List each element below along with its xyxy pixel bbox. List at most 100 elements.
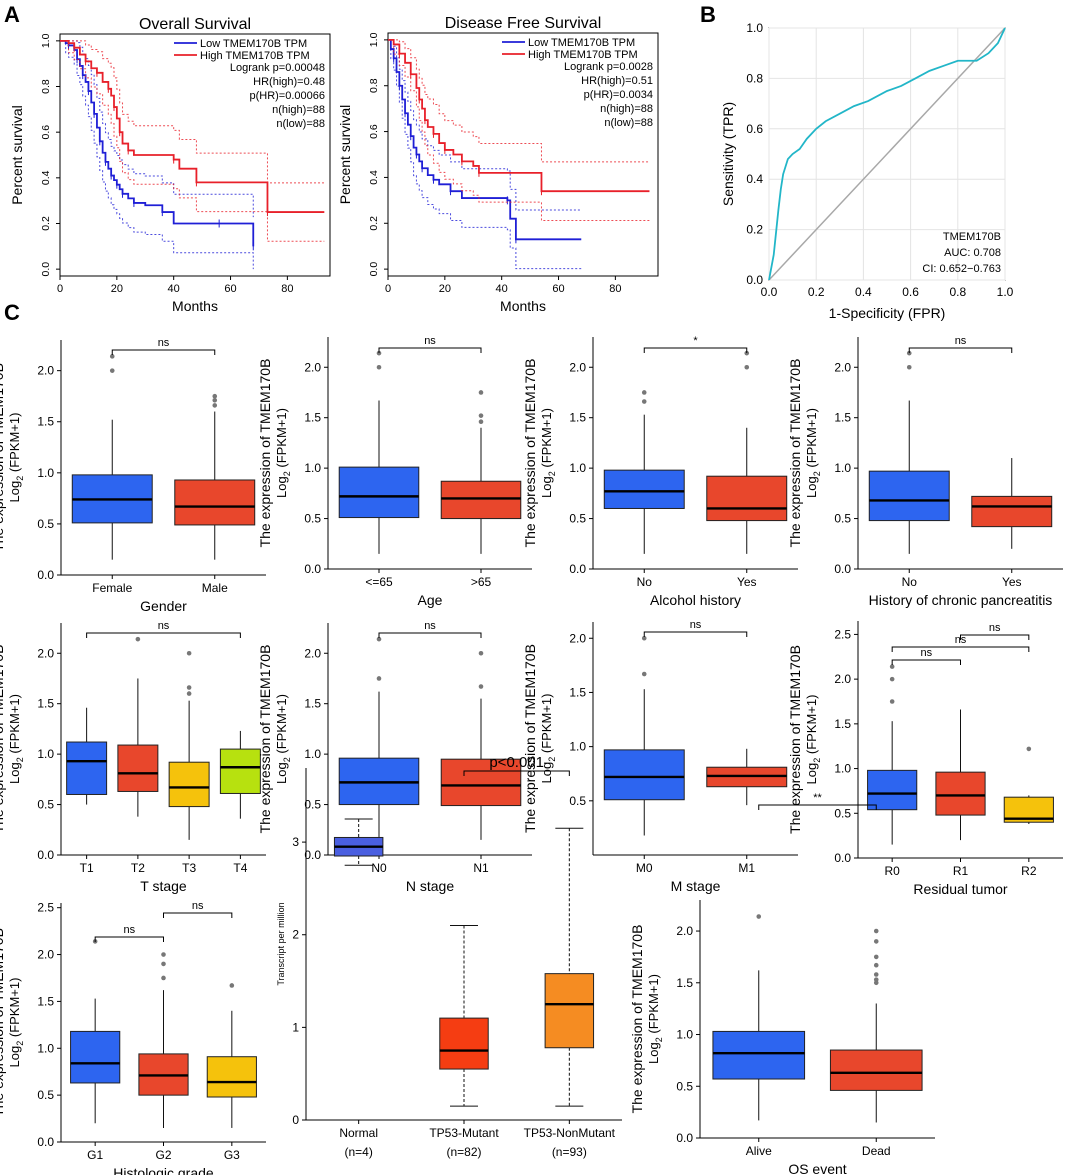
box-3 <box>219 748 261 794</box>
box-1 <box>117 744 159 792</box>
y-tick-label: 1.0 <box>834 461 851 475</box>
y-axis-label: The expression of TMEM170B <box>629 925 645 1114</box>
box-1 <box>971 495 1053 528</box>
legend-entry: High TMEM170B TPM <box>528 49 638 61</box>
survival-curve-high <box>388 38 650 193</box>
x-tick-label: 20 <box>439 283 451 295</box>
stat-annotation: n(low)=88 <box>276 118 325 130</box>
outlier-point <box>906 350 912 356</box>
outlier-point <box>744 364 750 370</box>
y-tick-label: 1.0 <box>569 461 586 475</box>
panel-letter-a: A <box>4 2 20 27</box>
y-tick-label: 2.0 <box>37 948 54 962</box>
box-2 <box>168 761 210 808</box>
km-chart-1: Disease Free Survival 0 20 40 60 80 0.0 0.2 0.4 0… <box>337 15 659 314</box>
x-tick-label: No <box>637 575 653 589</box>
y-tick-label: 1.0 <box>37 747 54 761</box>
log-text: Log <box>274 476 289 498</box>
y-tick-label: 1.0 <box>37 1041 54 1055</box>
y-tick-label: 0.0 <box>304 848 321 862</box>
x-tick-label: Male <box>202 581 228 595</box>
outlier-point <box>109 368 115 373</box>
x-axis-label: Gender <box>140 598 187 614</box>
outlier-point <box>478 419 484 425</box>
fpkm-text: (FPKM+1) <box>539 694 554 757</box>
confidence-band-low <box>60 40 254 270</box>
outlier-point <box>889 676 895 682</box>
box-0 <box>603 469 685 509</box>
x-axis-label: Months <box>172 298 218 314</box>
stat-annotation: HR(high)=0.48 <box>253 76 325 88</box>
box-1 <box>440 480 522 520</box>
box-1 <box>935 771 986 816</box>
outlier-point <box>186 650 192 656</box>
y-tick-label: 0.0 <box>569 562 586 576</box>
x-axis-label: OS event <box>788 1161 846 1175</box>
outlier-point <box>873 972 879 977</box>
y-tick-label: 0.5 <box>569 794 586 808</box>
y-tick-label: 0.4 <box>40 170 52 185</box>
x-tick-label: No <box>902 575 918 589</box>
log-text: Log <box>539 476 554 498</box>
outlier-point <box>744 350 750 356</box>
significance-label: ns <box>921 647 933 659</box>
x-tick-label: 0.8 <box>949 285 966 299</box>
fpkm-text: (FPKM+1) <box>274 694 289 757</box>
y-tick-label: 0.5 <box>304 798 321 812</box>
x-tick-label: 0.2 <box>808 285 825 299</box>
y-tick-label: 2.0 <box>37 646 54 660</box>
significance-bracket <box>378 347 482 353</box>
x-tick-label: 40 <box>168 283 180 295</box>
y-axis-sublabel: Log2 (FPKM+1) <box>539 694 557 784</box>
y-tick-label: 1.5 <box>37 994 54 1008</box>
confidence-band-high <box>388 39 650 222</box>
y-tick-label: 1.0 <box>37 466 54 480</box>
x-tick-label: 80 <box>281 283 293 295</box>
confidence-band-low <box>388 39 582 211</box>
fpkm-text: (FPKM+1) <box>804 408 819 471</box>
y-axis-label: The expression of TMEM170B <box>522 644 538 833</box>
y-tick-label: 0.6 <box>368 124 380 139</box>
y-tick-label: 2.0 <box>37 364 54 378</box>
y-tick-label: 0.2 <box>746 223 763 237</box>
box-0 <box>66 741 108 795</box>
x-axis-label: History of chronic pancreatitis <box>869 592 1053 608</box>
x-axis-label: Age <box>418 592 443 608</box>
log-text: Log <box>539 762 554 784</box>
y-axis-label: The expression of TMEM170B <box>0 363 6 552</box>
significance-label: ns <box>124 924 136 936</box>
confidence-band-high <box>60 40 325 242</box>
x-axis-label: Months <box>500 298 546 314</box>
y-tick-label: 1.0 <box>569 740 586 754</box>
y-tick-label: 3 <box>292 835 299 849</box>
y-axis-sublabel: Log2 (FPKM+1) <box>804 695 822 785</box>
survival-curve-low <box>388 38 582 241</box>
y-axis-sublabel: Log2 (FPKM+1) <box>539 408 557 498</box>
significance-label: ns <box>192 900 204 912</box>
y-tick-label: 1.5 <box>37 697 54 711</box>
y-tick-label: 2 <box>292 928 299 942</box>
box-0 <box>867 769 918 811</box>
y-axis-label: The expression of TMEM170B <box>0 928 6 1117</box>
significance-bracket <box>463 770 570 776</box>
y-tick-label: 0.0 <box>746 273 763 287</box>
x-tick-label: Normal <box>339 1126 378 1140</box>
x-tick-label: 40 <box>496 283 508 295</box>
y-axis-label: The expression of TMEM170B <box>787 359 803 548</box>
significance-bracket <box>908 347 1013 353</box>
outlier-point <box>376 350 382 356</box>
log-text: Log <box>646 1042 661 1064</box>
outlier-point <box>641 635 647 641</box>
y-tick-label: 1.5 <box>676 976 693 990</box>
stat-annotation: Logrank p=0.00048 <box>230 62 325 74</box>
y-tick-label: 0.5 <box>37 517 54 531</box>
plot-frame <box>387 32 659 277</box>
y-tick-label: 2.0 <box>304 646 321 660</box>
outlier-point <box>478 413 484 418</box>
panel-letter-b: B <box>700 2 716 27</box>
x-axis-label: Alcohol history <box>650 592 741 608</box>
auc-annotation: AUC: 0.708 <box>944 247 1001 259</box>
significance-bracket <box>86 632 241 638</box>
